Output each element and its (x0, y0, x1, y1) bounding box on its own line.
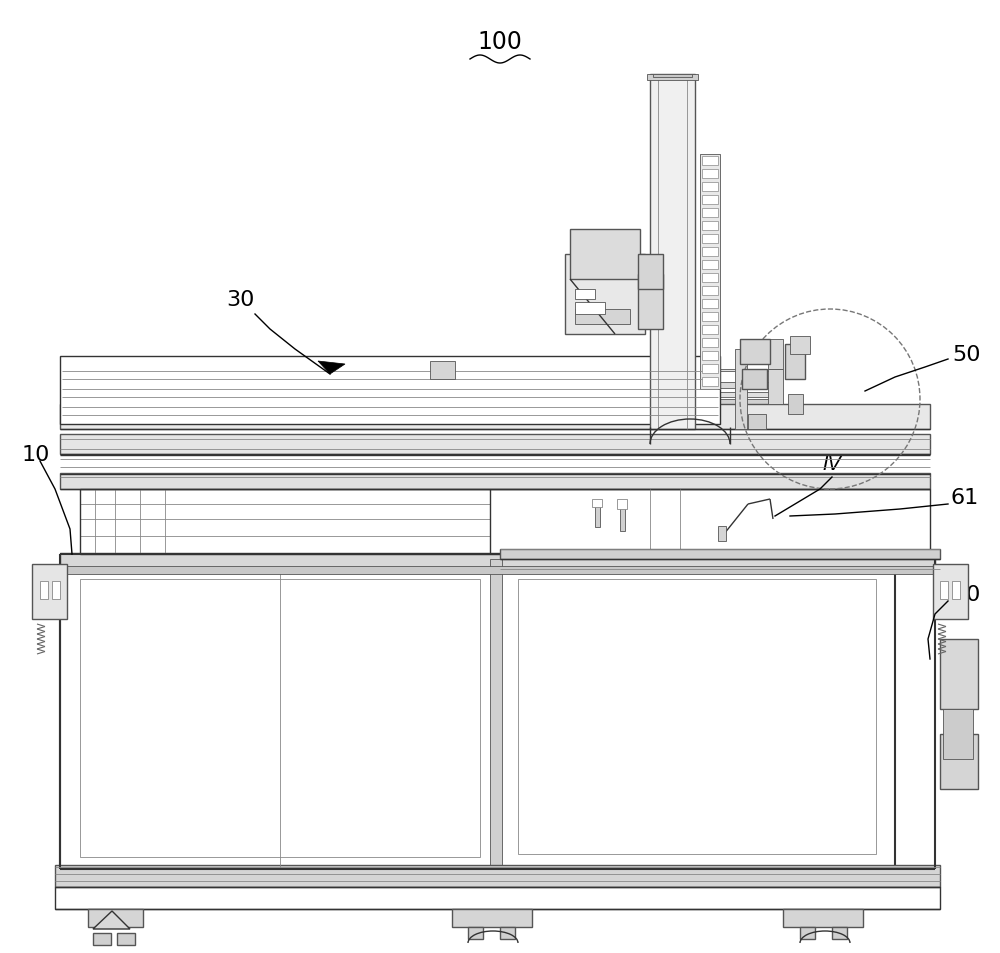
Bar (718, 526, 726, 541)
Bar (575, 310, 630, 325)
Bar (700, 154, 720, 390)
Bar (60, 417, 780, 421)
Bar (702, 195, 718, 205)
Bar (40, 581, 48, 599)
Bar (702, 261, 718, 270)
Bar (500, 550, 940, 559)
Bar (702, 234, 718, 244)
Bar (60, 435, 930, 455)
Polygon shape (93, 911, 130, 929)
Bar (702, 338, 718, 348)
Bar (702, 157, 718, 166)
Bar (60, 410, 780, 416)
Bar (60, 382, 780, 389)
Bar (702, 365, 718, 374)
Bar (565, 254, 645, 335)
Bar (785, 345, 805, 379)
Bar (60, 405, 930, 430)
Bar (800, 927, 815, 939)
Bar (500, 569, 895, 869)
Bar (575, 303, 605, 314)
Bar (32, 564, 67, 619)
Text: 30: 30 (226, 290, 254, 310)
Bar (702, 248, 718, 256)
Bar (702, 274, 718, 283)
Bar (55, 887, 940, 909)
Text: 100: 100 (478, 30, 522, 54)
Bar (570, 230, 640, 280)
Bar (653, 75, 692, 78)
Bar (60, 474, 930, 490)
Bar (117, 933, 135, 945)
Bar (702, 313, 718, 322)
Bar (940, 581, 948, 599)
Bar (500, 927, 515, 939)
Bar (702, 377, 718, 387)
Bar (702, 183, 718, 192)
Bar (952, 581, 960, 599)
Bar (940, 734, 978, 789)
Bar (52, 581, 60, 599)
Bar (702, 170, 718, 179)
Bar (790, 336, 810, 355)
Bar (490, 559, 502, 869)
Bar (940, 639, 978, 709)
Bar (88, 909, 143, 927)
Bar (702, 326, 718, 335)
Bar (60, 356, 720, 424)
Bar (768, 339, 783, 370)
Bar (430, 361, 455, 379)
Bar (595, 505, 600, 527)
Bar (650, 75, 695, 430)
Text: IV: IV (822, 455, 842, 474)
Bar (452, 909, 532, 927)
Bar (783, 909, 863, 927)
Text: 50: 50 (952, 345, 980, 365)
Bar (468, 927, 483, 939)
Bar (60, 554, 935, 569)
Bar (740, 339, 770, 365)
Bar (933, 564, 968, 619)
Bar (702, 299, 718, 309)
Bar (60, 569, 500, 869)
Bar (60, 399, 780, 408)
Bar (592, 499, 602, 507)
Bar (748, 415, 766, 430)
Bar (768, 370, 783, 405)
Text: 10: 10 (22, 444, 50, 464)
Bar (788, 395, 803, 415)
Bar (60, 566, 937, 575)
Bar (742, 370, 767, 390)
Bar (702, 287, 718, 295)
Bar (620, 506, 625, 532)
Bar (93, 933, 111, 945)
Polygon shape (318, 361, 345, 375)
Bar (575, 290, 595, 299)
Text: 60: 60 (952, 584, 980, 604)
Bar (638, 254, 663, 290)
Bar (647, 75, 698, 81)
Bar (80, 579, 480, 857)
Bar (60, 370, 780, 372)
Bar (702, 222, 718, 231)
Bar (638, 274, 663, 330)
Bar (617, 499, 627, 510)
Bar (735, 350, 747, 430)
Bar (60, 393, 780, 397)
Bar (832, 927, 847, 939)
Text: 61: 61 (950, 488, 978, 507)
Bar (702, 209, 718, 218)
Bar (518, 579, 876, 854)
Bar (55, 865, 940, 887)
Bar (943, 709, 973, 760)
Bar (702, 352, 718, 360)
